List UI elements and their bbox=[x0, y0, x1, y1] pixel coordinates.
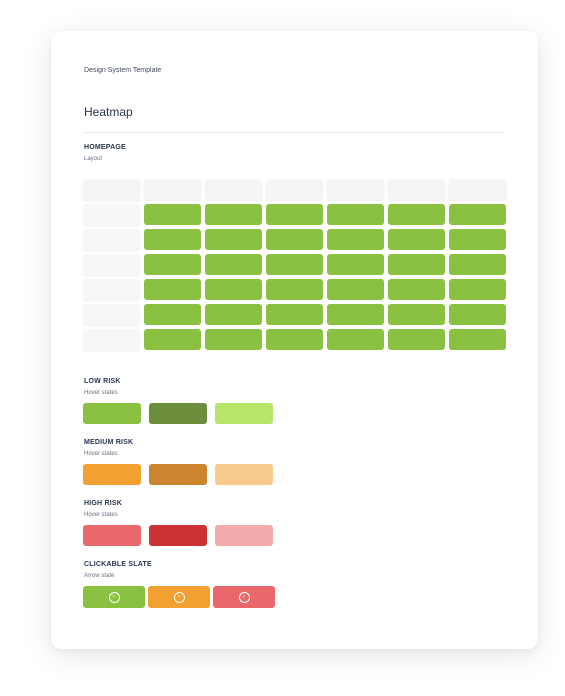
row-header-cell bbox=[83, 254, 140, 275]
high-risk-swatch-default[interactable] bbox=[83, 525, 141, 546]
heatmap-cell[interactable] bbox=[205, 304, 262, 325]
row-header-cell bbox=[83, 204, 140, 225]
high-risk-swatch-hover[interactable] bbox=[149, 525, 207, 546]
slate-button[interactable]: › bbox=[83, 586, 145, 608]
heatmap-cell[interactable] bbox=[327, 229, 384, 250]
slate-button[interactable]: › bbox=[148, 586, 210, 608]
row-header-cell bbox=[83, 304, 140, 325]
heatmap-cell[interactable] bbox=[449, 204, 506, 225]
homepage-section-subtitle: Layout bbox=[84, 156, 103, 162]
medium-risk-subtitle: Hover states bbox=[84, 451, 118, 457]
row-header-cell bbox=[83, 329, 140, 350]
heatmap-cell[interactable] bbox=[205, 279, 262, 300]
heatmap-cell[interactable] bbox=[449, 304, 506, 325]
arrow-right-circle-icon: › bbox=[173, 591, 185, 603]
heatmap-cell[interactable] bbox=[266, 204, 323, 225]
heatmap-cell[interactable] bbox=[144, 204, 201, 225]
heatmap-cell[interactable] bbox=[266, 304, 323, 325]
low-risk-title: LOW RISK bbox=[84, 378, 121, 385]
low-risk-swatch-hover[interactable] bbox=[149, 403, 207, 424]
arrow-right-circle-icon: › bbox=[238, 591, 250, 603]
grid-corner-cell bbox=[83, 179, 140, 200]
heatmap-cell[interactable] bbox=[144, 229, 201, 250]
heatmap-cell[interactable] bbox=[327, 329, 384, 350]
heatmap-cell[interactable] bbox=[388, 279, 445, 300]
low-risk-swatch-default[interactable] bbox=[83, 403, 141, 424]
heatmap-cell[interactable] bbox=[388, 254, 445, 275]
clickable-slate-title: CLICKABLE SLATE bbox=[84, 561, 152, 568]
medium-risk-title: MEDIUM RISK bbox=[84, 439, 134, 446]
heatmap-cell[interactable] bbox=[266, 329, 323, 350]
high-risk-subtitle: Hover states bbox=[84, 512, 118, 518]
medium-risk-swatch-hover[interactable] bbox=[149, 464, 207, 485]
heatmap-cell[interactable] bbox=[327, 254, 384, 275]
column-header-cell bbox=[327, 179, 384, 200]
heatmap-cell[interactable] bbox=[449, 254, 506, 275]
heatmap-cell[interactable] bbox=[205, 254, 262, 275]
medium-risk-swatch-light[interactable] bbox=[215, 464, 273, 485]
low-risk-swatch-light[interactable] bbox=[215, 403, 273, 424]
heatmap-cell[interactable] bbox=[144, 279, 201, 300]
title-divider bbox=[84, 132, 504, 133]
heatmap-cell[interactable] bbox=[205, 229, 262, 250]
heatmap-cell[interactable] bbox=[388, 304, 445, 325]
heatmap-cell[interactable] bbox=[327, 304, 384, 325]
column-header-cell bbox=[266, 179, 323, 200]
heatmap-cell[interactable] bbox=[449, 279, 506, 300]
heatmap-cell[interactable] bbox=[388, 229, 445, 250]
heatmap-cell[interactable] bbox=[449, 329, 506, 350]
heatmap-cell[interactable] bbox=[388, 204, 445, 225]
heatmap-cell[interactable] bbox=[266, 254, 323, 275]
heatmap-cell[interactable] bbox=[266, 229, 323, 250]
column-header-cell bbox=[144, 179, 201, 200]
heatmap-cell[interactable] bbox=[205, 329, 262, 350]
high-risk-swatch-light[interactable] bbox=[215, 525, 273, 546]
clickable-slate-subtitle: Arrow state bbox=[84, 573, 115, 579]
slate-button[interactable]: › bbox=[213, 586, 275, 608]
heatmap-cell[interactable] bbox=[144, 329, 201, 350]
heatmap-cell[interactable] bbox=[388, 329, 445, 350]
heatmap-cell[interactable] bbox=[327, 204, 384, 225]
design-card: Design System Template Heatmap HOMEPAGE … bbox=[51, 31, 538, 649]
column-header-cell bbox=[205, 179, 262, 200]
document-subtitle: Design System Template bbox=[84, 67, 162, 74]
medium-risk-swatch-default[interactable] bbox=[83, 464, 141, 485]
column-header-cell bbox=[449, 179, 506, 200]
row-header-cell bbox=[83, 279, 140, 300]
heatmap-cell[interactable] bbox=[266, 279, 323, 300]
row-header-cell bbox=[83, 229, 140, 250]
heatmap-cell[interactable] bbox=[327, 279, 384, 300]
heatmap-cell[interactable] bbox=[205, 204, 262, 225]
heatmap-cell[interactable] bbox=[144, 254, 201, 275]
low-risk-subtitle: Hover states bbox=[84, 390, 118, 396]
column-header-cell bbox=[388, 179, 445, 200]
homepage-section-title: HOMEPAGE bbox=[84, 144, 126, 151]
heatmap-cell[interactable] bbox=[144, 304, 201, 325]
page-title: Heatmap bbox=[84, 105, 133, 119]
high-risk-title: HIGH RISK bbox=[84, 500, 122, 507]
arrow-right-circle-icon: › bbox=[108, 591, 120, 603]
heatmap-cell[interactable] bbox=[449, 229, 506, 250]
